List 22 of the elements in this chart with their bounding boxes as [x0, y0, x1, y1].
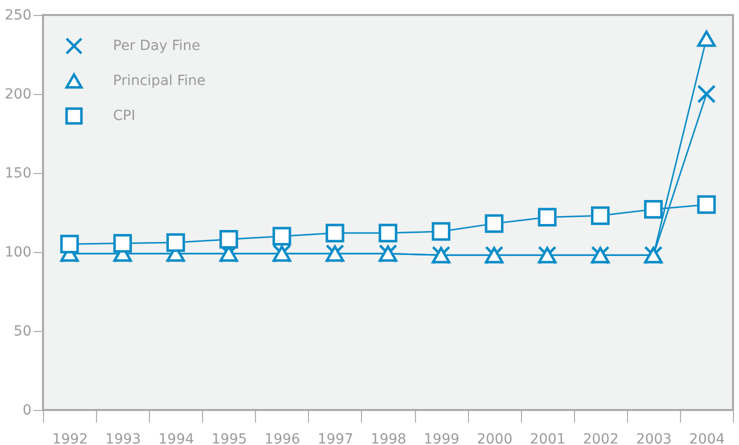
legend-label: CPI — [113, 108, 136, 124]
x-tick-label: 1993 — [105, 432, 141, 445]
y-tick-label: 50 — [14, 324, 32, 340]
x-tick-label: 2002 — [582, 432, 619, 445]
x-tick-label: 2001 — [530, 432, 566, 445]
x-tick-label: 2003 — [636, 432, 672, 445]
x-tick-label: 2000 — [476, 432, 512, 445]
x-tick-label: 1999 — [424, 432, 460, 445]
x-tick-label: 2004 — [689, 432, 725, 445]
x-tick-label: 1994 — [158, 432, 194, 445]
x-tick-label: 1996 — [264, 432, 300, 445]
x-tick-label: 1995 — [211, 432, 248, 445]
x-tick-label: 1997 — [318, 432, 354, 445]
legend-label: Principal Fine — [113, 73, 206, 89]
y-tick-label: 250 — [4, 8, 32, 24]
y-tick-label: 0 — [22, 402, 32, 418]
x-tick-label: 1992 — [52, 432, 88, 445]
x-tick-label: 1998 — [370, 432, 406, 445]
y-tick-label: 150 — [4, 166, 32, 182]
y-tick-label: 200 — [4, 86, 32, 102]
y-tick-label: 100 — [4, 244, 32, 260]
legend-label: Per Day Fine — [113, 38, 200, 54]
